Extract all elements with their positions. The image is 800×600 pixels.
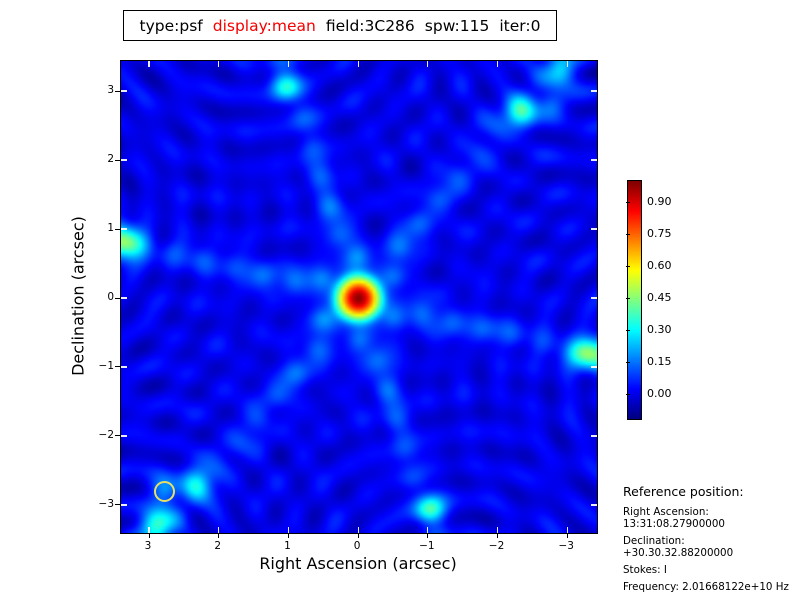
colorbar-gradient-canvas — [628, 181, 641, 419]
x-tick-label: 1 — [284, 540, 291, 552]
x-tick-mark-inner — [287, 61, 289, 67]
x-tick-label: −2 — [488, 540, 505, 552]
colorbar — [626, 180, 642, 420]
colorbar-tick-mark — [626, 361, 630, 364]
y-tick-mark — [115, 435, 120, 437]
y-tick-mark — [115, 504, 120, 506]
y-tick-label: −3 — [98, 497, 114, 510]
x-tick-mark-inner — [566, 527, 568, 533]
colorbar-tick-mark — [626, 265, 630, 268]
x-tick-mark-inner — [148, 61, 150, 67]
reference-position-line: Stokes: I — [623, 564, 667, 576]
psf-image-plot — [115, 60, 598, 538]
colorbar-tick-label: 0.75 — [647, 226, 672, 240]
x-tick-mark-inner — [287, 527, 289, 533]
colorbar-tick-label: 0.90 — [647, 194, 672, 208]
colorbar-tick-mark — [626, 393, 630, 396]
y-tick-mark — [115, 228, 120, 230]
x-tick-mark — [287, 533, 289, 538]
y-tick-mark — [115, 90, 120, 92]
y-tick-mark — [115, 366, 120, 368]
y-tick-mark-inner — [121, 90, 127, 92]
y-tick-label: 2 — [107, 153, 114, 165]
plot-title-box: type:psf display:mean field:3C286 spw:115 it… — [123, 10, 557, 41]
y-tick-mark-inner — [121, 297, 127, 299]
x-tick-mark-inner — [357, 527, 359, 533]
title-segment: type:psf — [139, 16, 203, 35]
x-tick-mark-inner — [566, 61, 568, 67]
y-tick-mark-inner — [591, 297, 597, 299]
reference-position-line: Declination: +30.30.32.88200000 — [623, 535, 734, 559]
y-tick-mark-inner — [591, 435, 597, 437]
y-tick-mark-inner — [591, 366, 597, 368]
y-tick-label: −1 — [98, 359, 114, 372]
colorbar-tick-mark — [626, 329, 630, 332]
x-tick-mark-inner — [427, 61, 429, 67]
colorbar-tick-label: 0.00 — [647, 386, 672, 400]
y-tick-mark-inner — [121, 504, 127, 506]
y-tick-mark-inner — [591, 159, 597, 161]
x-tick-label: 3 — [144, 540, 152, 552]
title-segment: spw:115 — [424, 16, 490, 35]
y-tick-mark-inner — [121, 228, 127, 230]
colorbar-tick-mark — [626, 233, 630, 236]
x-tick-label: 2 — [214, 540, 222, 552]
y-tick-label: 3 — [107, 84, 114, 96]
colorbar-tick-label: 0.60 — [647, 258, 672, 272]
x-tick-mark-inner — [357, 61, 359, 67]
y-tick-mark — [115, 159, 120, 161]
x-tick-label: −1 — [419, 540, 435, 552]
y-tick-label: 0 — [107, 291, 114, 303]
psf-heatmap-canvas[interactable] — [121, 61, 597, 533]
x-tick-label: 0 — [353, 540, 361, 552]
y-tick-mark-inner — [591, 228, 597, 230]
x-tick-mark-inner — [427, 527, 429, 533]
x-tick-mark-inner — [496, 527, 499, 533]
title-segment: iter:0 — [499, 16, 541, 35]
x-axis-label: Right Ascension (arcsec) — [259, 554, 457, 573]
title-segment: field:3C286 — [325, 16, 415, 35]
reference-circle-marker[interactable] — [153, 481, 175, 503]
y-tick-mark-inner — [121, 159, 127, 161]
y-tick-mark-inner — [121, 366, 127, 368]
reference-position-line: Right Ascension: 13:31:08.27900000 — [623, 506, 725, 530]
y-tick-mark-inner — [591, 90, 597, 92]
colorbar-tick-mark — [626, 297, 630, 300]
colorbar-tick-label: 0.45 — [647, 290, 672, 304]
x-tick-mark — [497, 533, 499, 538]
y-tick-mark — [115, 297, 120, 299]
x-tick-mark — [427, 533, 429, 538]
y-tick-label: 1 — [107, 222, 114, 234]
y-tick-mark-inner — [121, 435, 127, 437]
x-tick-mark-inner — [148, 527, 150, 533]
title-segment: display:mean — [212, 16, 316, 35]
x-tick-label: −3 — [558, 540, 574, 552]
colorbar-tick-label: 0.15 — [647, 354, 672, 368]
y-tick-mark-inner — [591, 504, 597, 506]
x-tick-mark-inner — [218, 527, 220, 533]
reference-position-heading: Reference position: — [623, 484, 744, 499]
colorbar-tick-label: 0.30 — [647, 322, 672, 336]
x-tick-mark-inner — [218, 61, 220, 67]
y-tick-label: −2 — [98, 428, 114, 441]
x-tick-mark — [218, 533, 220, 538]
x-tick-mark — [566, 533, 568, 538]
x-tick-mark — [357, 533, 359, 538]
x-tick-mark-inner — [496, 61, 499, 67]
reference-position-block: Reference position: Right Ascension: 13:… — [623, 484, 798, 598]
x-tick-mark — [148, 533, 150, 538]
colorbar-tick-mark — [626, 201, 630, 204]
reference-position-line: Frequency: 2.01668122e+10 Hz — [623, 581, 789, 593]
